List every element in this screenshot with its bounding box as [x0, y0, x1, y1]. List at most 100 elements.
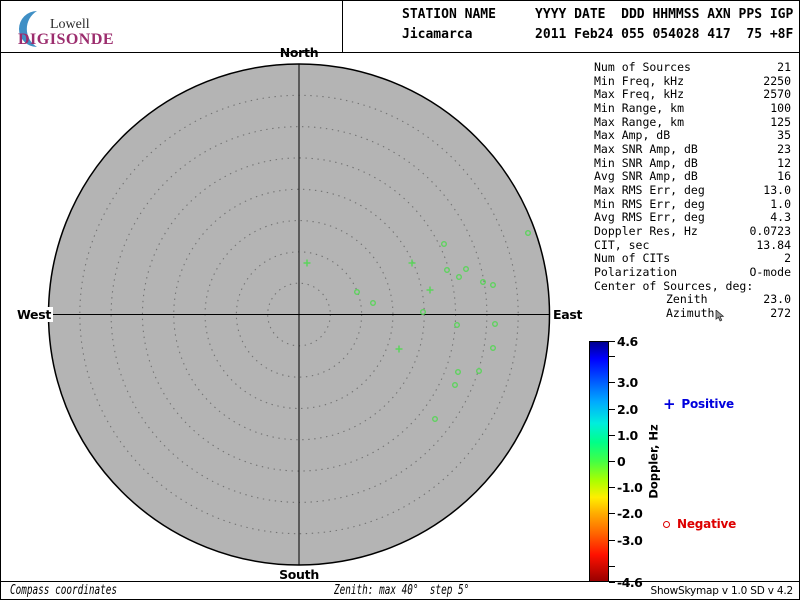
stat-value: 21 [777, 60, 791, 74]
colorbar-tick [609, 340, 615, 342]
stat-row: Avg SNR Amp, dB 16 [594, 170, 791, 184]
colorbar-tick [609, 408, 615, 410]
footer-version-label: ShowSkymap v 1.0 SD v 4.2 [650, 585, 793, 597]
legend-positive-label: Positive [681, 397, 734, 411]
stat-label: Min Freq, kHz [594, 73, 685, 88]
colorbar-tick [609, 581, 615, 583]
skymap-source-point-negative [525, 229, 532, 236]
skymap-source-point-negative [476, 368, 483, 375]
stat-row: CIT, sec 13.84 [594, 237, 791, 253]
skymap-source-point-positive [395, 345, 403, 353]
skymap-source-point-negative [490, 345, 497, 352]
skymap-source-point-negative [490, 282, 497, 289]
stat-label: Max RMS Err, deg [594, 182, 705, 197]
skymap-source-point-negative [370, 300, 377, 307]
skymap-source-point-negative [444, 267, 451, 274]
legend-negative: Negative [663, 517, 736, 531]
stat-label: Max Amp, dB [594, 128, 671, 143]
stat-value: 2570 [763, 87, 791, 102]
logo-lowell-text: Lowell [50, 17, 90, 32]
colorbar-tick [609, 382, 615, 384]
skymap-source-point-negative [463, 266, 470, 273]
colorbar-gradient [589, 341, 609, 582]
colorbar-tick-label: -2.0 [617, 506, 643, 522]
compass-label-south: South [277, 567, 321, 582]
stat-label: CIT, sec [594, 237, 650, 252]
header-columns-row: STATION NAME YYYY DATE DDD HHMMSS AXN PP… [402, 7, 794, 22]
stat-label: Avg SNR Amp, dB [594, 169, 698, 184]
stat-label: Num of Sources [594, 60, 691, 74]
logo-digisonde-text: DIGISONDE [18, 31, 115, 48]
doppler-axis-label: Doppler, Hz [646, 424, 661, 499]
skymap-source-point-negative [354, 289, 361, 296]
skymap-source-point-negative [441, 240, 448, 247]
colorbar-tick-label: 4.6 [617, 333, 638, 349]
stat-value: 0.0723 [749, 223, 791, 238]
stat-row: Min SNR Amp, dB 12 [594, 155, 791, 171]
stat-label: Min RMS Err, deg [594, 196, 705, 211]
stat-row: Max SNR Amp, dB 23 [594, 141, 791, 157]
stat-row: Num of Sources 21 [594, 60, 791, 75]
colorbar-tick [609, 539, 615, 541]
colorbar-tick [609, 434, 615, 436]
stat-label: Min SNR Amp, dB [594, 155, 698, 170]
skymap-source-point-negative [480, 279, 487, 286]
compass-label-east: East [551, 307, 585, 322]
stat-value: 13.84 [756, 237, 791, 252]
stat-value: 23 [777, 141, 791, 156]
compass-label-west: West [15, 307, 54, 322]
colorbar-tick [609, 356, 615, 358]
stat-value: 2 [784, 251, 791, 266]
stats-panel: Num of Sources 21 Min Freq, kHz 2250 Max Fre… [594, 60, 791, 321]
skymap-source-point-negative [456, 274, 463, 281]
footer-separator-line [1, 581, 799, 582]
stat-label: Polarization [594, 264, 678, 279]
stat-row: Avg RMS Err, deg 4.3 [594, 211, 791, 225]
stat-row: Min RMS Err, deg 1.0 [594, 196, 791, 212]
colorbar-tick-label: -1.0 [617, 480, 643, 496]
stat-value: 1.0 [770, 196, 791, 211]
mouse-cursor-icon [715, 310, 725, 322]
stat-value: 125 [770, 114, 791, 129]
footer-zenith-label: Zenith: max 40° step 5° [334, 583, 470, 598]
skymap-source-point-negative [455, 369, 462, 376]
stat-value: O-mode [749, 264, 791, 279]
legend-positive: + Positive [663, 395, 734, 413]
stat-value: 100 [770, 100, 791, 115]
skymap-source-point-negative [492, 321, 499, 328]
stat-row: Max Freq, kHz 2570 [594, 88, 791, 102]
stat-row: Max RMS Err, deg 13.0 [594, 182, 791, 198]
header-vertical-divider [342, 1, 343, 52]
stat-label: Avg RMS Err, deg [594, 210, 705, 225]
stat-label: Max Freq, kHz [594, 87, 685, 102]
colorbar-tick-label: -4.6 [617, 574, 643, 590]
skymap-source-point-negative [432, 416, 439, 423]
legend-negative-label: Negative [677, 517, 737, 531]
stat-value: 12 [777, 155, 791, 170]
stat-label: Center of Sources, deg: [594, 278, 754, 293]
stat-row: Azimuth 272 [594, 305, 791, 321]
stat-row: Doppler Res, Hz 0.0723 [594, 223, 791, 239]
header-separator-line [1, 52, 799, 53]
stat-label: Max Range, km [594, 114, 685, 129]
stat-row: Zenith 23.0 [594, 292, 791, 307]
stat-value: 35 [777, 128, 791, 143]
colorbar-tick-label: 2.0 [617, 401, 638, 417]
stat-row: Min Range, km 100 [594, 100, 791, 116]
colorbar-tick [609, 565, 615, 567]
circle-icon [663, 520, 670, 528]
skymap-source-point-negative [452, 382, 459, 389]
stat-label: Min Range, km [594, 100, 685, 115]
stat-label: Zenith [666, 292, 708, 307]
plus-icon: + [663, 395, 676, 413]
stat-label: Max SNR Amp, dB [594, 141, 698, 156]
stat-label: Num of CITs [594, 251, 671, 266]
footer-coordinates-label: Compass coordinates [10, 583, 118, 598]
stat-row: Max Range, km 125 [594, 114, 791, 130]
skymap-source-point-positive [408, 259, 416, 267]
stat-row: Num of CITs 2 [594, 252, 791, 266]
stat-row: Polarization O-mode [594, 264, 791, 280]
stat-value: 272 [770, 305, 791, 320]
logo-crescent-icon [19, 11, 37, 47]
